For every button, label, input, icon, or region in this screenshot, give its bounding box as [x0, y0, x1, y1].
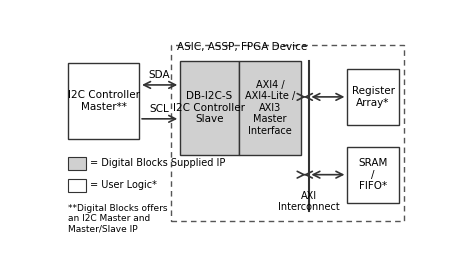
Text: SRAM
/
FIFO*: SRAM / FIFO* — [358, 158, 388, 191]
Text: **Digital Blocks offers
an I2C Master and
Master/Slave IP: **Digital Blocks offers an I2C Master an… — [68, 204, 168, 233]
Bar — [239, 61, 301, 155]
Text: SCL: SCL — [150, 104, 169, 114]
Text: I2C Controller
Master**: I2C Controller Master** — [67, 90, 140, 112]
Bar — [180, 61, 239, 155]
Bar — [347, 69, 399, 125]
Text: Register
Array*: Register Array* — [352, 86, 395, 108]
Bar — [68, 63, 139, 139]
Bar — [347, 147, 399, 203]
Text: ASIC, ASSP, FPGA Device: ASIC, ASSP, FPGA Device — [177, 42, 307, 52]
Text: = User Logic*: = User Logic* — [90, 180, 157, 190]
Bar — [171, 45, 404, 221]
Text: AXI
Interconnect: AXI Interconnect — [278, 191, 339, 212]
Text: = Digital Blocks Supplied IP: = Digital Blocks Supplied IP — [90, 158, 225, 168]
Bar — [68, 157, 86, 170]
Bar — [68, 179, 86, 192]
Text: SDA: SDA — [149, 70, 170, 80]
Text: AXI4 /
AXI4-Lite /
AXI3
Master
Interface: AXI4 / AXI4-Lite / AXI3 Master Interface — [245, 80, 295, 136]
Text: DB-I2C-S
I2C Controller
Slave: DB-I2C-S I2C Controller Slave — [174, 91, 246, 125]
